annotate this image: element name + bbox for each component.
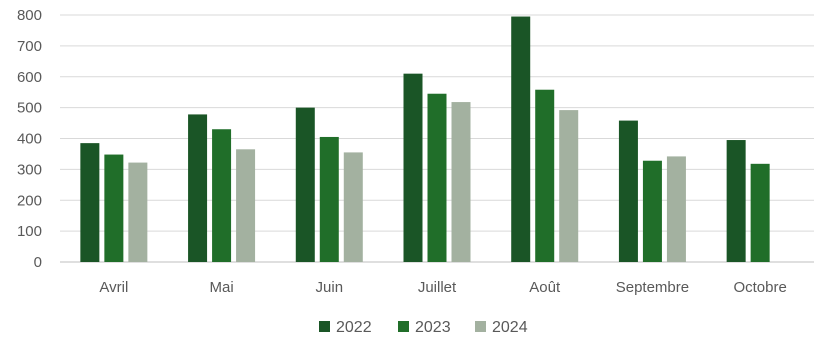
legend-label-2023: 2023 xyxy=(415,319,451,336)
legend-label-2022: 2022 xyxy=(336,319,372,336)
bar-2023-octobre xyxy=(750,163,770,262)
x-tick-label: Octobre xyxy=(733,279,786,296)
x-tick-label: Juillet xyxy=(418,279,457,296)
bar-2023-mai xyxy=(212,129,232,262)
y-tick-label: 200 xyxy=(17,192,42,209)
legend-label-2024: 2024 xyxy=(492,319,528,336)
bar-2024-mai xyxy=(236,149,256,262)
x-tick-label: Juin xyxy=(316,279,344,296)
legend-swatch-2022 xyxy=(319,321,330,332)
y-tick-label: 400 xyxy=(17,131,42,148)
bar-2022-avril xyxy=(80,143,100,262)
legend-swatch-2024 xyxy=(475,321,486,332)
x-axis-labels: Avril Mai Juin Juillet Août Septembre Octobre xyxy=(99,279,786,296)
bar-2024-avril xyxy=(128,162,148,262)
bar-2022-juillet xyxy=(403,73,423,262)
bar-2022-juin xyxy=(295,107,315,262)
y-tick-label: 0 xyxy=(34,254,42,271)
bar-2024-juin xyxy=(343,152,363,262)
y-tick-label: 300 xyxy=(17,161,42,178)
bar-2022-août xyxy=(511,16,531,263)
bars xyxy=(80,16,770,263)
bar-2022-septembre xyxy=(618,120,638,262)
legend-swatch-2023 xyxy=(398,321,409,332)
x-tick-label: Août xyxy=(529,279,561,296)
x-tick-label: Septembre xyxy=(616,279,689,296)
bar-2023-juillet xyxy=(427,93,447,262)
y-tick-label: 500 xyxy=(17,100,42,117)
bar-2023-août xyxy=(535,89,555,262)
y-tick-label: 800 xyxy=(17,7,42,24)
y-tick-label: 600 xyxy=(17,69,42,86)
legend: 2022 2023 2024 xyxy=(319,319,528,336)
x-tick-label: Avril xyxy=(99,279,128,296)
y-tick-label: 100 xyxy=(17,223,42,240)
bar-2023-avril xyxy=(104,154,124,262)
bar-2022-mai xyxy=(188,114,208,262)
bar-2023-juin xyxy=(319,136,339,262)
bar-2024-septembre xyxy=(666,156,686,262)
y-axis-ticks: 0 100 200 300 400 500 600 700 800 xyxy=(17,7,42,271)
bar-2023-septembre xyxy=(642,160,662,262)
bar-2024-août xyxy=(559,110,579,262)
bar-2024-juillet xyxy=(451,102,471,262)
x-tick-label: Mai xyxy=(209,279,233,296)
y-tick-label: 700 xyxy=(17,38,42,55)
bar-2022-octobre xyxy=(726,140,746,262)
